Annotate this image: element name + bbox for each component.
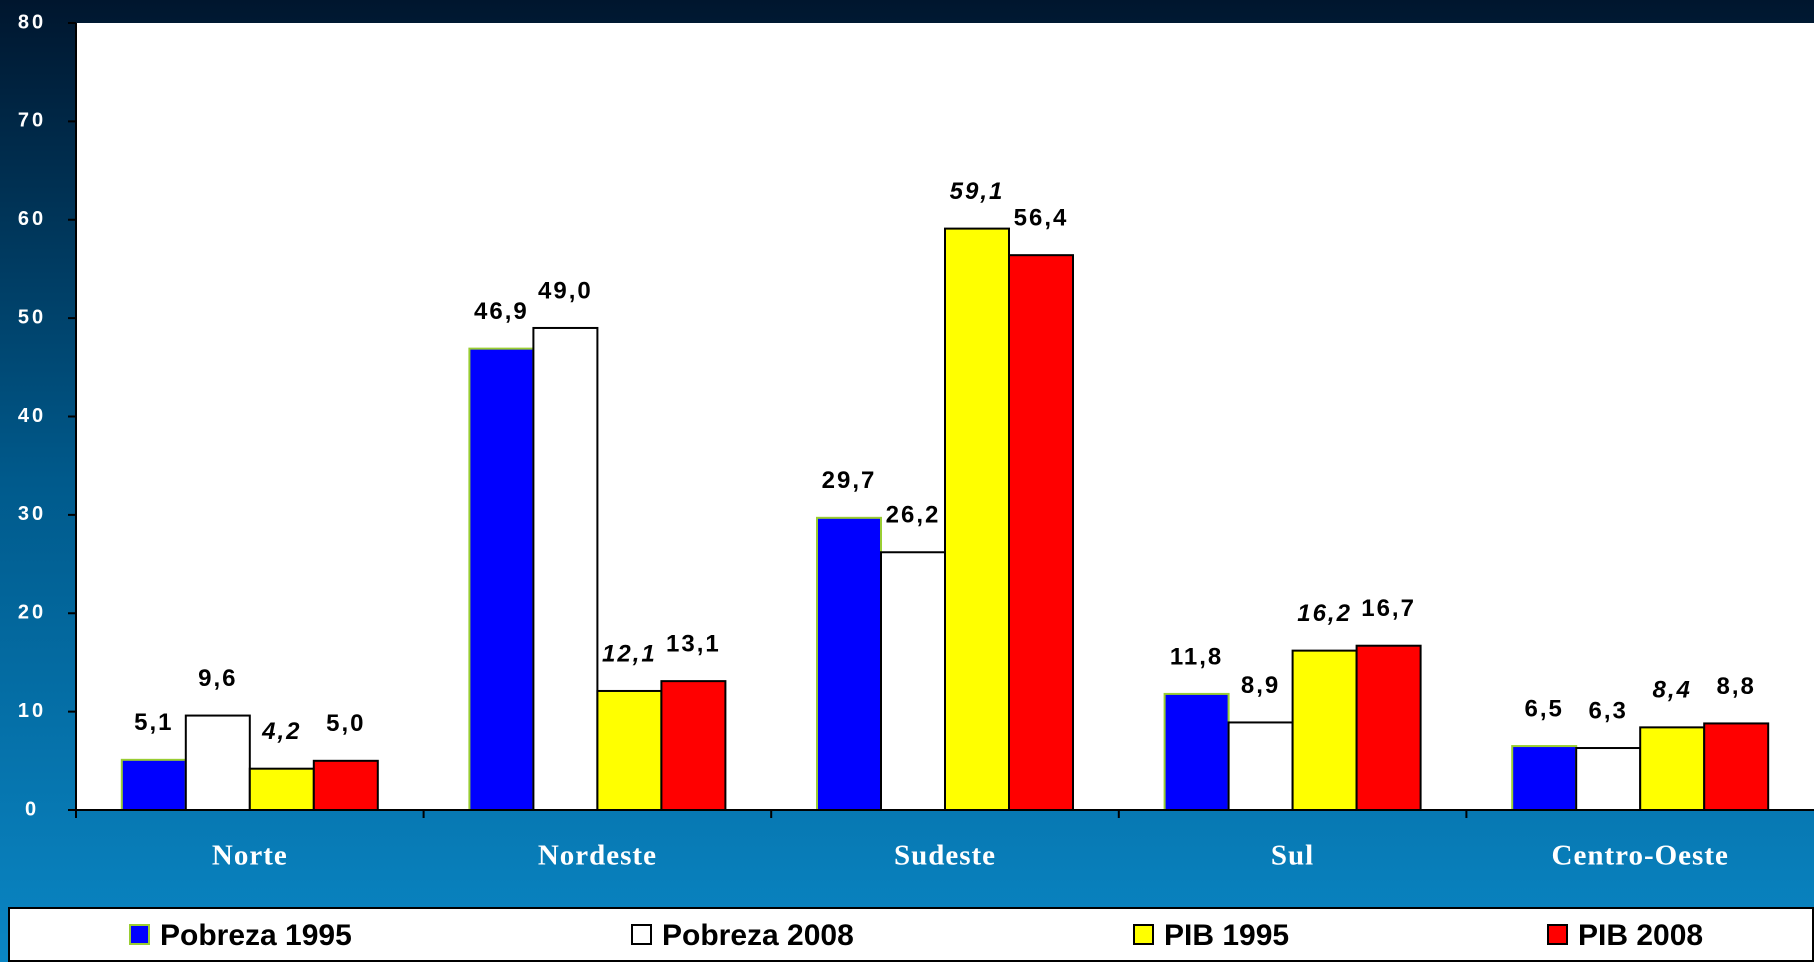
y-tick-label: 30	[18, 503, 46, 525]
legend-swatch	[1547, 924, 1568, 945]
value-label: 13,1	[666, 630, 721, 657]
legend-box	[8, 907, 1814, 962]
value-label: 11,8	[1170, 643, 1223, 670]
value-label: 5,1	[134, 709, 173, 736]
bar	[596, 689, 663, 811]
value-label: 49,0	[538, 277, 593, 304]
x-tick-label: Sudeste	[894, 840, 996, 872]
y-tick-label: 20	[18, 602, 46, 624]
value-label: 6,5	[1525, 695, 1564, 722]
x-tick-label: Centro-Oeste	[1552, 840, 1729, 872]
legend-swatch	[1133, 924, 1154, 945]
value-label: 6,3	[1589, 697, 1628, 724]
value-label: 8,9	[1241, 672, 1280, 699]
bar	[660, 680, 727, 811]
value-label: 29,7	[822, 467, 877, 494]
bar	[1163, 692, 1230, 811]
bar	[248, 767, 315, 811]
value-label: 12,1	[602, 640, 657, 667]
bar	[880, 551, 946, 811]
bar	[1575, 747, 1642, 811]
y-tick-label: 40	[18, 405, 46, 427]
y-tick-label: 50	[18, 306, 46, 328]
bar	[312, 759, 379, 811]
value-label: 5,0	[326, 710, 365, 737]
value-label: 4,2	[261, 718, 301, 745]
legend-label: PIB 1995	[1164, 919, 1289, 952]
value-label: 16,7	[1361, 595, 1416, 622]
bar	[468, 347, 535, 811]
legend-swatch	[129, 924, 150, 945]
value-label: 9,6	[198, 665, 237, 692]
value-label: 56,4	[1014, 205, 1069, 232]
value-label: 59,1	[950, 178, 1005, 205]
x-tick-label: Sul	[1271, 840, 1314, 872]
bar	[1227, 721, 1294, 811]
bar	[816, 516, 882, 811]
bar	[1639, 726, 1706, 811]
y-tick-label: 70	[18, 110, 46, 132]
y-tick-label: 0	[25, 798, 39, 820]
value-label: 26,2	[886, 502, 941, 529]
bar	[184, 714, 251, 811]
value-label: 16,2	[1297, 600, 1352, 627]
legend-label: Pobreza 1995	[160, 919, 352, 952]
y-tick-label: 10	[18, 700, 46, 722]
x-tick-label: Nordeste	[538, 840, 657, 872]
bar	[944, 227, 1010, 811]
bar	[1008, 254, 1074, 812]
value-label: 8,8	[1717, 673, 1756, 700]
y-tick-label: 60	[18, 208, 46, 230]
bar	[120, 758, 187, 811]
bar	[1703, 722, 1770, 811]
y-tick-label: 80	[18, 11, 46, 33]
bar	[1291, 649, 1358, 811]
value-label: 46,9	[474, 298, 529, 325]
legend-label: PIB 2008	[1578, 919, 1703, 952]
legend-swatch	[631, 924, 652, 945]
bar	[1511, 745, 1578, 812]
legend-label: Pobreza 2008	[662, 919, 854, 952]
x-tick-label: Norte	[212, 840, 288, 872]
bar	[1355, 644, 1422, 811]
value-label: 8,4	[1653, 677, 1692, 704]
bar	[532, 326, 599, 811]
